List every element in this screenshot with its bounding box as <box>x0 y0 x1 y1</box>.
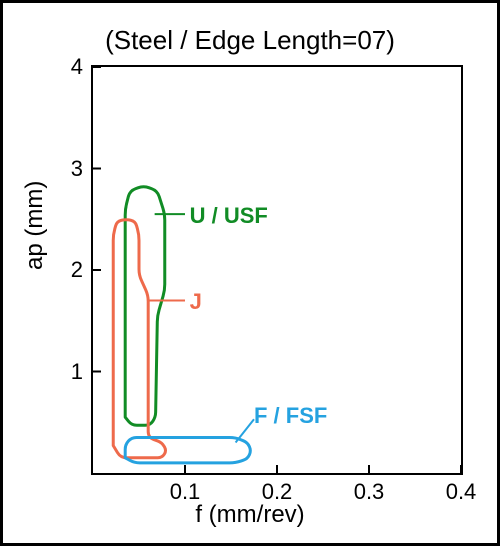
chart-frame: (Steel / Edge Length=07) ap (mm) 0.10.20… <box>0 0 500 546</box>
y-tick-label: 1 <box>43 359 83 385</box>
y-tick-label: 2 <box>43 257 83 283</box>
leader-F_FSF <box>236 419 254 442</box>
x-axis-label: f (mm/rev) <box>3 501 497 529</box>
series-label-U_USF: U / USF <box>190 203 268 229</box>
plot-wrap: 0.10.20.30.41234U / USFJF / FSF <box>91 65 463 475</box>
series-label-F_FSF: F / FSF <box>254 403 327 429</box>
y-tick-label: 4 <box>43 54 83 80</box>
series-U_USF <box>125 187 165 426</box>
y-tick-label: 3 <box>43 156 83 182</box>
chart-title: (Steel / Edge Length=07) <box>3 25 497 56</box>
series-label-J: J <box>190 289 202 315</box>
